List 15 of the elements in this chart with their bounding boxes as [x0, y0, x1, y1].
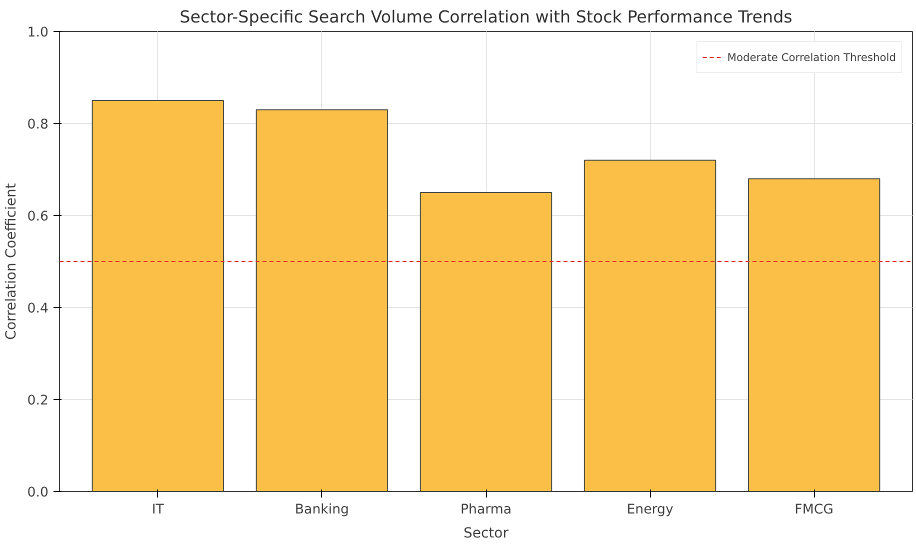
x-tick-label: IT	[152, 502, 165, 518]
y-tick-label: 0.2	[27, 394, 49, 408]
legend-label: Moderate Correlation Threshold	[727, 50, 896, 64]
y-tick-label: 0.4	[27, 302, 49, 316]
x-tick-label: Pharma	[460, 502, 512, 518]
x-tick-label: FMCG	[794, 502, 834, 518]
y-tick-label: 0.6	[27, 210, 49, 224]
y-tick-label: 0.0	[27, 486, 49, 500]
y-tick-label: 1.0	[27, 26, 49, 40]
x-axis-title: Sector	[463, 526, 509, 542]
chart-title: Sector-Specific Search Volume Correlation with Stock Performance Trends	[180, 8, 792, 26]
x-tick-label: Banking	[294, 502, 350, 518]
y-axis-title: Correlation Coefficient	[3, 182, 20, 340]
y-tick-label: 0.8	[27, 118, 49, 132]
x-tick-label: Energy	[626, 502, 674, 518]
